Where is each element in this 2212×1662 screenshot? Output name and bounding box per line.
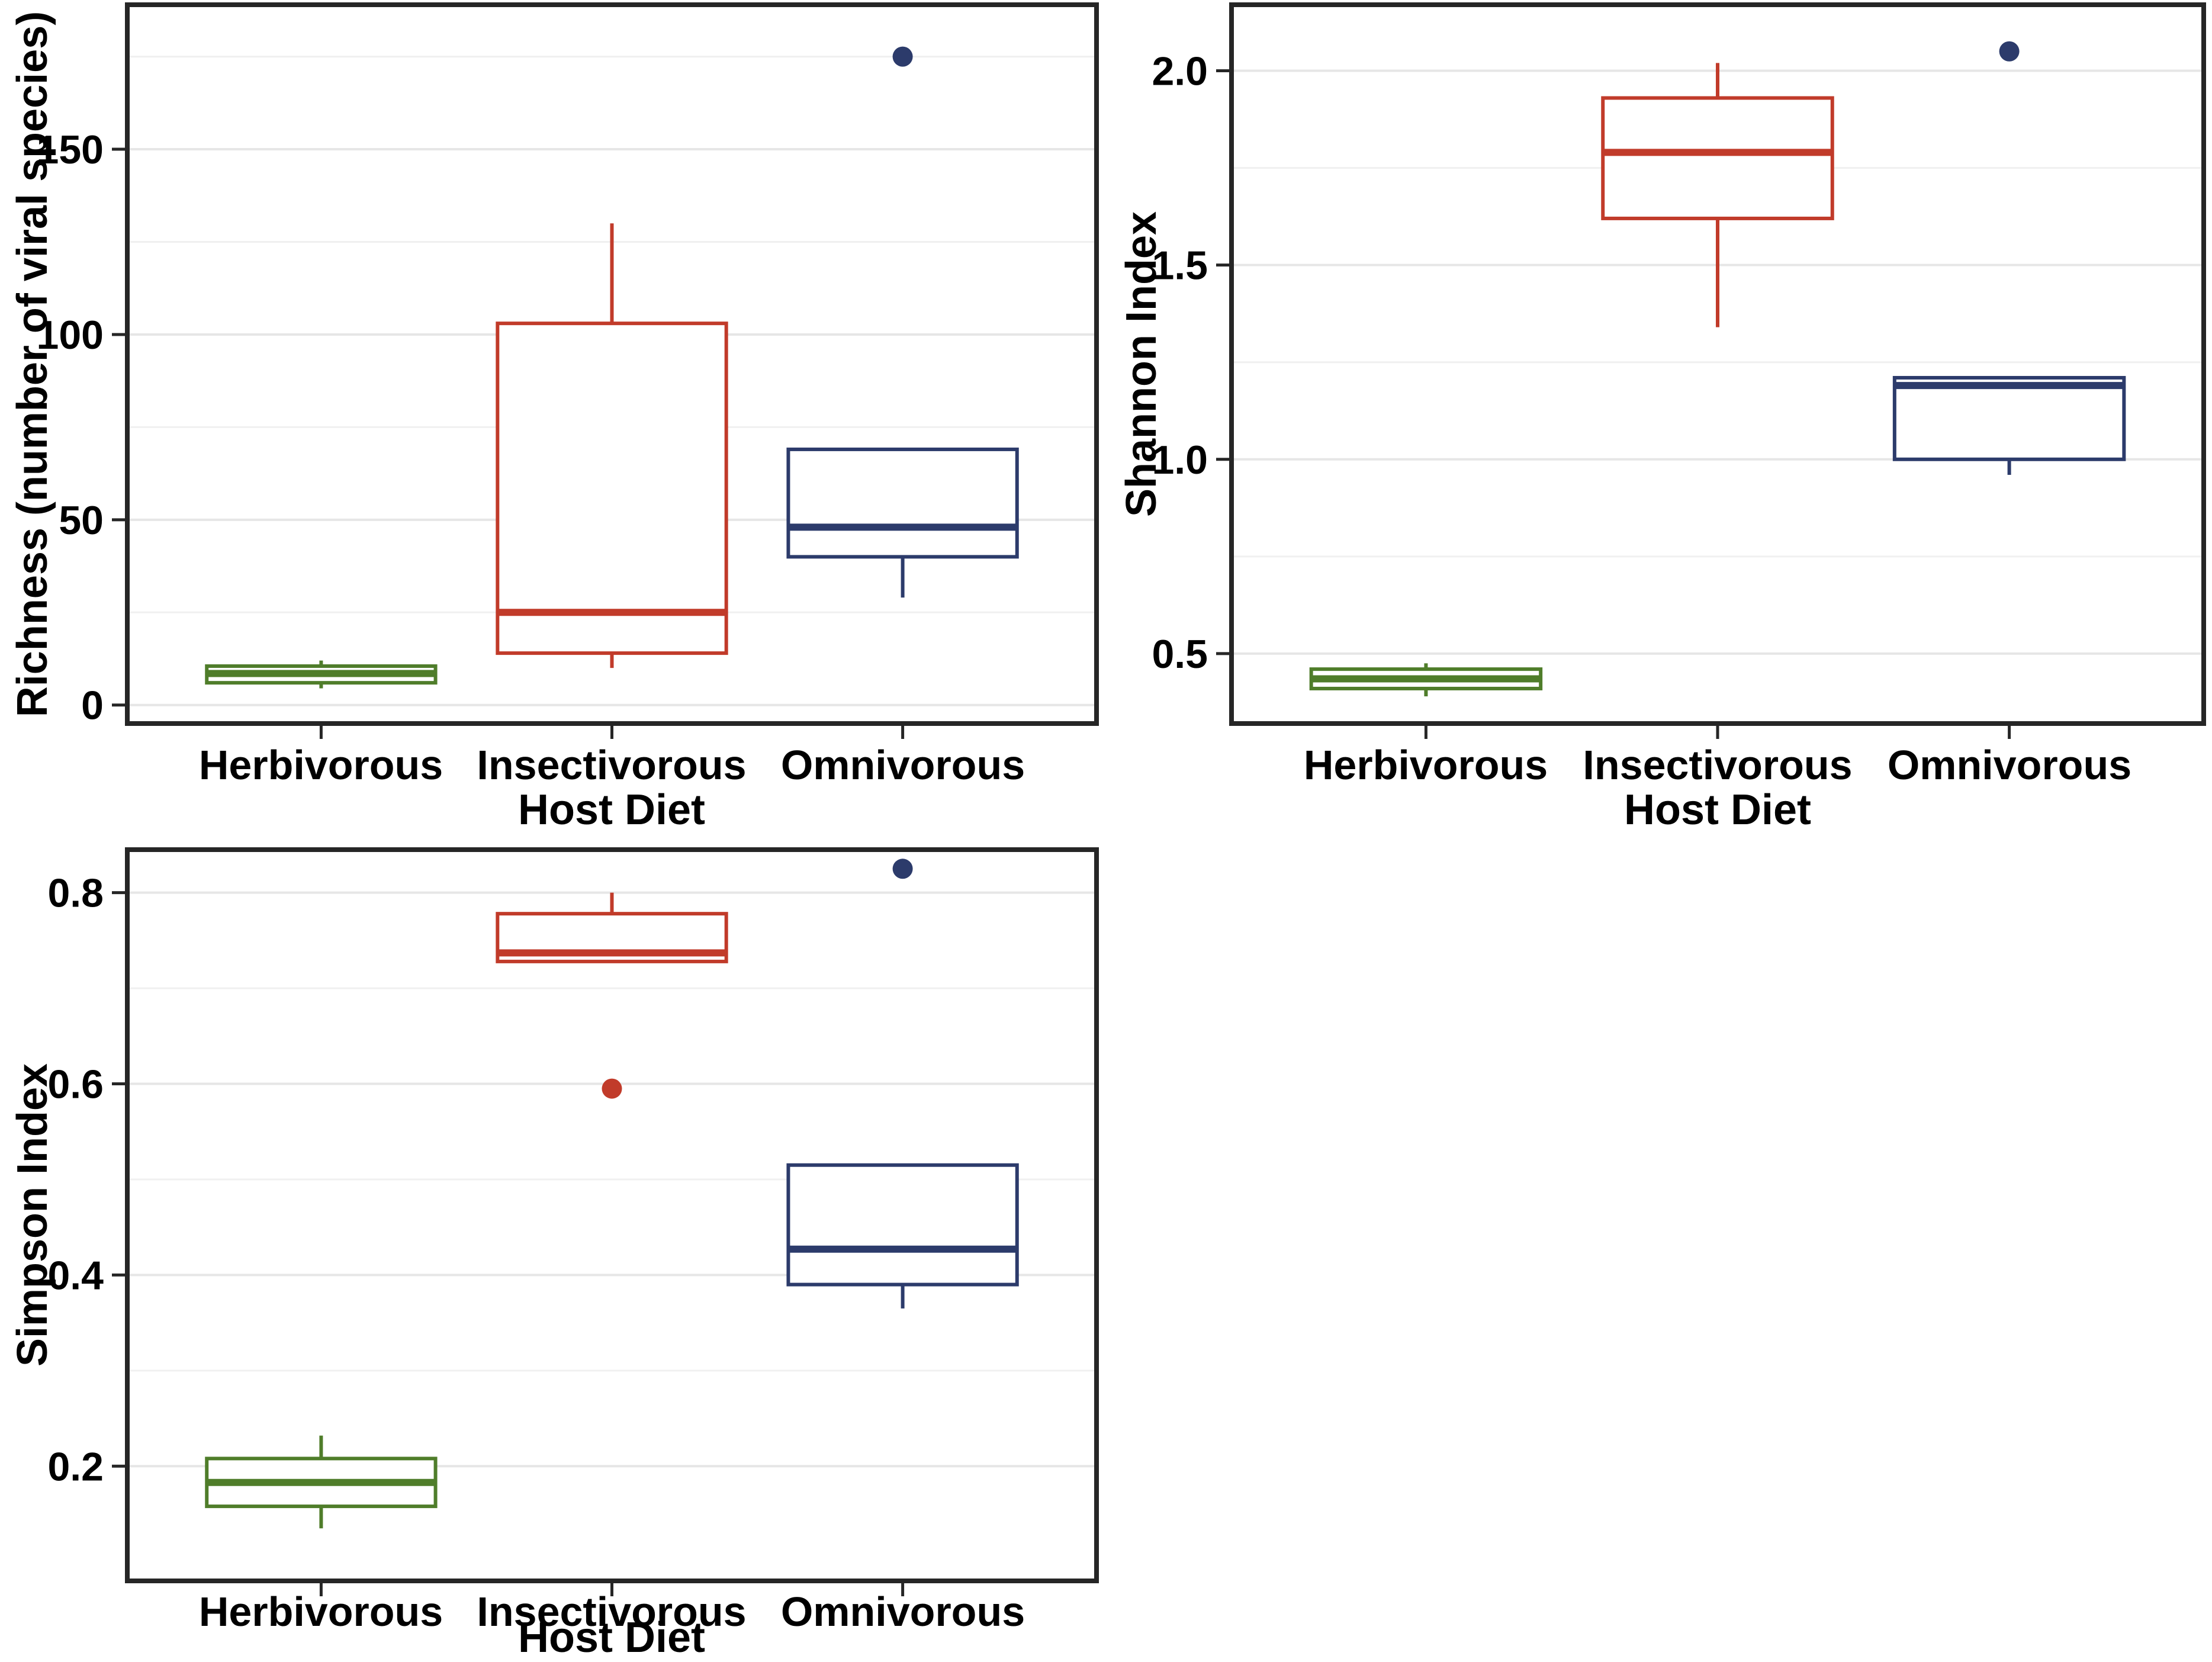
simpson-iqr-box — [786, 1163, 1019, 1287]
simpson-panel-border — [125, 847, 1099, 1583]
shannon-x-tick-omnivorous: Omnivorous — [1887, 742, 2132, 788]
simpson-x-tick-insectivorous: Insectivorous — [477, 1589, 747, 1635]
richness-iqr-box — [496, 322, 728, 655]
simpson-boxplot-panel: 0.2 0.4 0.6 0.8 Simpson Index Herbivorous I… — [0, 829, 1106, 1661]
simpson-plot-area: 0.2 0.4 0.6 0.8 — [47, 847, 1099, 1596]
simpson-y-tick-label: 0.8 — [47, 871, 104, 916]
simpson-box-herbivorous — [205, 1435, 438, 1529]
simpson-outlier-point — [602, 1078, 622, 1099]
simpson-y-tick-label: 0.6 — [47, 1062, 104, 1107]
simpson-x-tick-omnivorous: Omnivorous — [780, 1589, 1025, 1635]
shannon-y-tick-label: 1.0 — [1152, 438, 1208, 483]
richness-y-tick-label: 0 — [81, 683, 104, 728]
shannon-y-tick-label: 0.5 — [1152, 632, 1208, 677]
richness-x-tick-insectivorous: Insectivorous — [477, 742, 747, 788]
shannon-plot-area: 0.5 1.0 1.5 2.0 — [1152, 2, 2206, 739]
simpson-box-omnivorous — [786, 859, 1019, 1309]
shannon-y-axis-title: Shannon Index — [1118, 211, 1165, 517]
richness-box-insectivorous — [496, 223, 728, 668]
richness-outlier-point — [892, 46, 913, 67]
shannon-iqr-box — [1601, 96, 1834, 220]
richness-panel-border — [125, 2, 1099, 726]
richness-y-tick-label: 150 — [37, 127, 104, 172]
shannon-box-omnivorous — [1892, 41, 2126, 475]
shannon-box-insectivorous — [1601, 63, 1834, 327]
simpson-x-tick-herbivorous: Herbivorous — [198, 1589, 443, 1635]
shannon-y-tick-label: 1.5 — [1152, 243, 1208, 288]
shannon-panel-border — [1229, 2, 2206, 726]
richness-box-herbivorous — [205, 660, 438, 689]
simpson-y-axis-title: Simpson Index — [9, 1063, 56, 1367]
shannon-outlier-point — [1999, 41, 2020, 62]
richness-plot-area: 0 50 100 150 — [37, 2, 1099, 739]
richness-boxplot-panel: 0 50 100 150 Richness (number of viral spec… — [0, 0, 1106, 834]
simpson-outlier-point — [892, 859, 913, 879]
shannon-box-herbivorous — [1309, 663, 1543, 697]
richness-y-axis-title: Richness (number of viral species) — [9, 11, 56, 718]
richness-x-tick-omnivorous: Omnivorous — [780, 742, 1025, 788]
richness-x-tick-herbivorous: Herbivorous — [198, 742, 443, 788]
simpson-box-insectivorous — [496, 892, 728, 1099]
richness-box-omnivorous — [786, 46, 1019, 598]
simpson-y-tick-label: 0.4 — [47, 1253, 104, 1298]
richness-iqr-box — [786, 447, 1019, 559]
shannon-y-tick-label: 2.0 — [1152, 49, 1208, 94]
richness-x-axis-title: Host Diet — [517, 786, 706, 834]
richness-y-tick-label: 50 — [59, 498, 104, 543]
shannon-boxplot-panel: 0.5 1.0 1.5 2.0 Shannon Index Herbivorous I… — [1106, 0, 2212, 834]
shannon-iqr-box — [1892, 375, 2126, 461]
simpson-x-axis-title: Host Diet — [517, 1614, 706, 1661]
richness-y-tick-label: 100 — [37, 313, 104, 358]
shannon-x-tick-herbivorous: Herbivorous — [1303, 742, 1548, 788]
shannon-x-tick-insectivorous: Insectivorous — [1583, 742, 1853, 788]
simpson-y-tick-label: 0.2 — [47, 1444, 104, 1489]
shannon-x-axis-title: Host Diet — [1623, 786, 1812, 834]
